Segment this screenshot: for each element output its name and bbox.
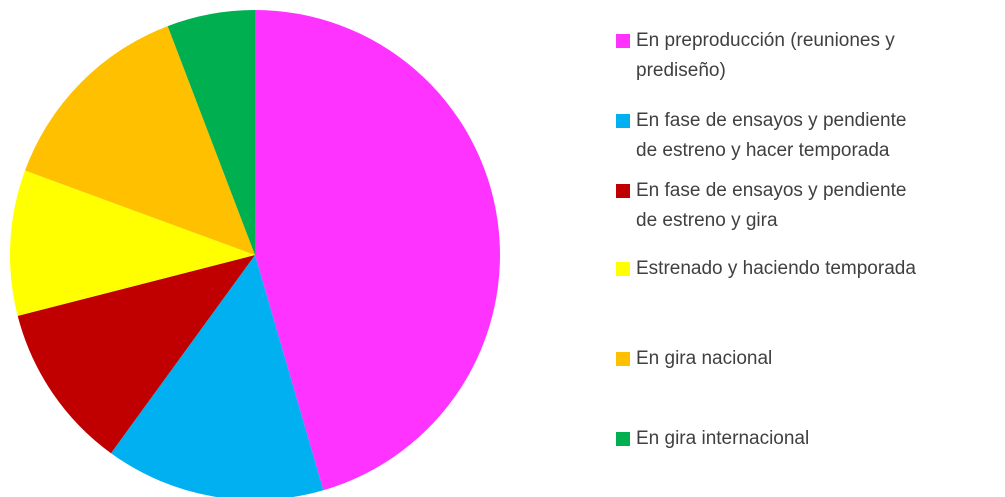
legend-label: En fase de ensayos y pendiente de estren… bbox=[636, 180, 907, 231]
pie-slice bbox=[110, 255, 324, 497]
pie-slice bbox=[17, 255, 255, 454]
legend-label: En gira internacional bbox=[636, 428, 810, 449]
legend-swatch bbox=[616, 352, 630, 366]
legend-item: Estrenado y haciendo temporada bbox=[616, 254, 921, 284]
pie-slice bbox=[167, 10, 255, 255]
legend-label: En preproducción (reuniones y prediseño) bbox=[636, 30, 895, 81]
legend-swatch bbox=[616, 432, 630, 446]
legend-item: En fase de ensayos y pendiente de estren… bbox=[616, 176, 921, 236]
pie-slice bbox=[10, 170, 256, 316]
legend-item: En gira internacional bbox=[616, 424, 921, 454]
legend-item: En gira nacional bbox=[616, 344, 921, 374]
legend-swatch bbox=[616, 114, 630, 128]
legend-swatch bbox=[616, 184, 630, 198]
legend-item: En fase de ensayos y pendiente de estren… bbox=[616, 106, 921, 166]
legend-swatch bbox=[616, 262, 630, 276]
legend-label: Estrenado y haciendo temporada bbox=[636, 258, 916, 279]
pie bbox=[10, 10, 500, 497]
pie-slice bbox=[25, 26, 255, 255]
pie-slice bbox=[255, 10, 500, 491]
legend-label: En gira nacional bbox=[636, 348, 773, 369]
legend-label: En fase de ensayos y pendiente de estren… bbox=[636, 110, 907, 161]
legend-swatch bbox=[616, 34, 630, 48]
legend-item: En preproducción (reuniones y prediseño) bbox=[616, 26, 921, 86]
